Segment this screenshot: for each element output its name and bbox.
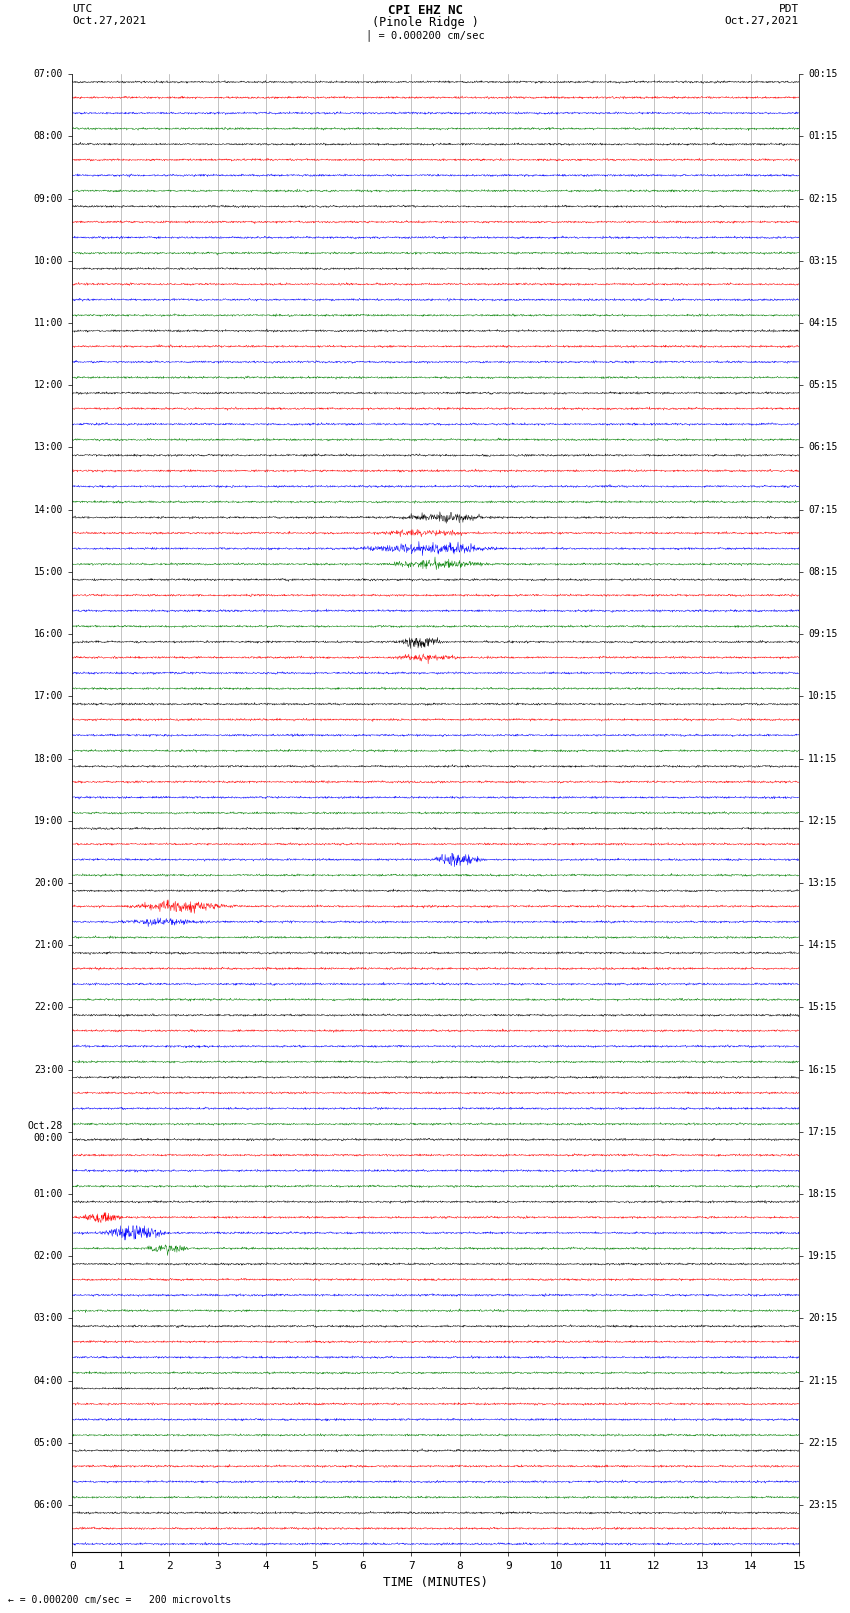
Text: (Pinole Ridge ): (Pinole Ridge ) [371,16,479,29]
Text: CPI EHZ NC: CPI EHZ NC [388,5,462,18]
Text: ← = 0.000200 cm/sec =   200 microvolts: ← = 0.000200 cm/sec = 200 microvolts [8,1595,232,1605]
Text: │ = 0.000200 cm/sec: │ = 0.000200 cm/sec [366,29,484,40]
Text: UTC: UTC [72,5,93,15]
X-axis label: TIME (MINUTES): TIME (MINUTES) [383,1576,488,1589]
Text: Oct.27,2021: Oct.27,2021 [72,16,146,26]
Text: PDT: PDT [779,5,799,15]
Text: Oct.27,2021: Oct.27,2021 [725,16,799,26]
